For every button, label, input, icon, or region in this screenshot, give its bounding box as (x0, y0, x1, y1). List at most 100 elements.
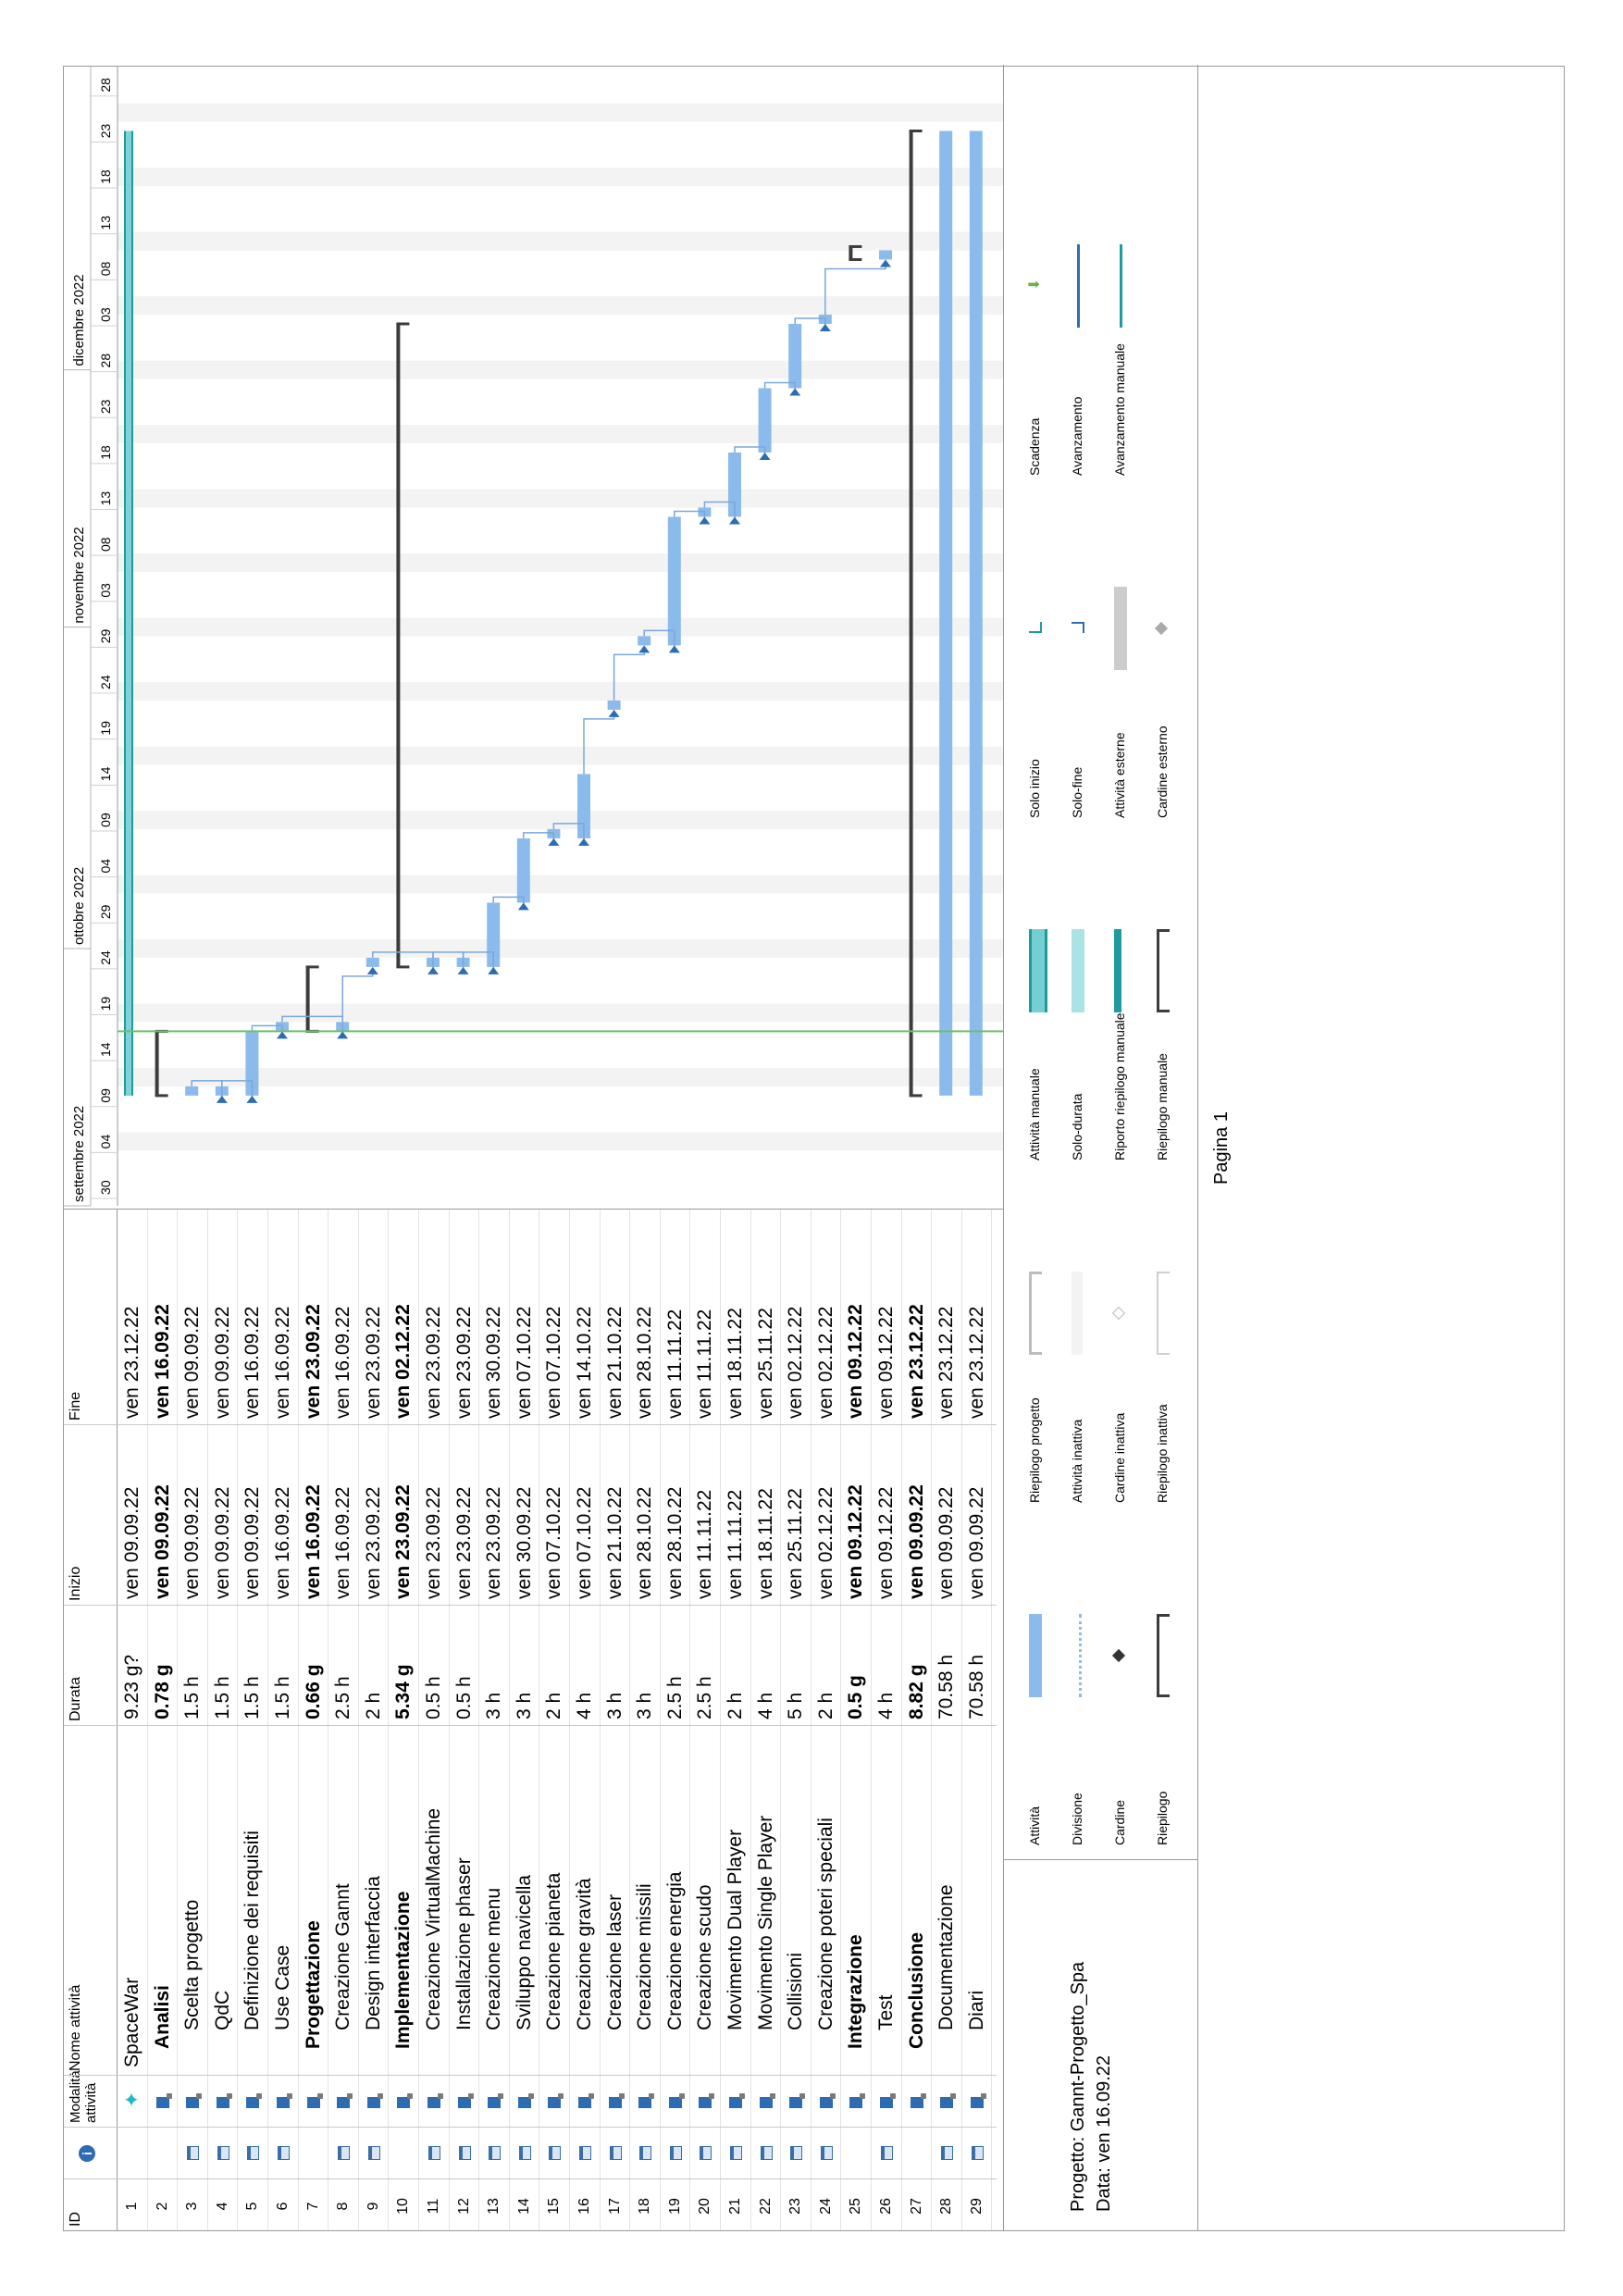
dependency-link (552, 823, 585, 844)
tick-label: 04 (98, 859, 113, 874)
tick-label: 29 (98, 904, 113, 919)
legend-label: Solo-fine (1070, 766, 1084, 818)
legend-split-swatch (1079, 1614, 1082, 1697)
legend-label: Solo inizio (1027, 759, 1042, 818)
legend-finish-only-icon (1072, 622, 1084, 633)
task-bar (667, 516, 681, 646)
dependency-arrow (819, 323, 831, 331)
tick-label: 04 (98, 1135, 113, 1149)
dependency-link (372, 951, 434, 973)
tick-label: 13 (98, 491, 113, 506)
tick-label: 23 (98, 123, 113, 138)
dependency-link (583, 714, 615, 775)
tick-label: 24 (98, 950, 113, 965)
dependency-link (341, 972, 374, 1023)
dependency-link (523, 832, 555, 844)
weekend-shade (118, 553, 1003, 573)
task-bar (939, 130, 953, 1096)
legend-external-task-swatch (1114, 587, 1127, 670)
tick-label: 09 (98, 1088, 113, 1103)
dependency-link (703, 501, 736, 523)
legend-label: Avanzamento manuale (1112, 343, 1127, 476)
weekend-shade (118, 682, 1003, 701)
weekend-shade (118, 1003, 1003, 1023)
dependency-arrow (759, 452, 771, 460)
footer-project: Progetto: Gannt-Progetto_Spa (1068, 1961, 1088, 2212)
legend-label: Cardine inattiva (1112, 1412, 1127, 1503)
task-bar (728, 452, 741, 517)
tick-label: 03 (98, 583, 113, 598)
legend: Attività Divisione Cardine Riepilogo Riepilo… (1003, 65, 1198, 1860)
tick-label: 18 (98, 445, 113, 460)
task-bar (487, 902, 501, 967)
dependency-arrow (488, 966, 500, 974)
dependency-link (221, 1080, 254, 1101)
month-label: dicembre 2022 (71, 274, 87, 366)
tick-label: 09 (98, 813, 113, 827)
tick-label: 08 (98, 537, 113, 552)
dependency-link (613, 651, 645, 701)
legend-progress-swatch (1077, 244, 1080, 328)
dependency-arrow (277, 1031, 288, 1039)
tick-label: 14 (98, 766, 113, 781)
weekend-shade (118, 360, 1003, 379)
legend-label: Scadenza (1027, 417, 1042, 476)
dependency-arrow (427, 966, 439, 974)
weekend-shade (118, 746, 1003, 765)
tick-label: 19 (98, 721, 113, 736)
dependency-arrow (699, 516, 711, 525)
tick-label: 23 (98, 399, 113, 414)
legend-inactive-milestone-icon (1111, 1306, 1126, 1321)
dependency-arrow (668, 645, 680, 653)
legend-manual-task-swatch (1029, 929, 1047, 1012)
dependency-arrow (548, 838, 560, 846)
dependency-link (281, 1015, 343, 1037)
legend-label: Riporto riepilogo manuale (1112, 1012, 1127, 1160)
legend-milestone-icon (1111, 1648, 1126, 1663)
dependency-arrow (337, 1031, 349, 1039)
task-bar (245, 1031, 259, 1096)
weekend-shade (118, 875, 1003, 894)
legend-inactive-task-swatch (1072, 1272, 1083, 1355)
footer: Progetto: Gannt-Progetto_Spa Data: ven 1… (1003, 65, 1566, 2230)
footer-info-box: Progetto: Gannt-Progetto_Spa Data: ven 1… (1003, 1859, 1198, 2230)
dependency-arrow (246, 1095, 258, 1103)
legend-label: Divisione (1070, 1793, 1084, 1845)
tick-label: 03 (98, 307, 113, 322)
legend-label: Solo-durata (1070, 1093, 1084, 1160)
weekend-shade (118, 425, 1003, 444)
dependency-arrow (457, 966, 469, 974)
task-bar (365, 957, 379, 967)
dependency-arrow (789, 388, 801, 396)
legend-label: Riepilogo inattiva (1155, 1404, 1170, 1503)
legend-manual-progress-swatch (1120, 244, 1122, 328)
dependency-link (432, 951, 465, 973)
dependency-link (191, 1080, 223, 1101)
legend-manual-summary-swatch (1157, 929, 1170, 1012)
tick-label: 29 (98, 629, 113, 644)
dependency-link (643, 629, 675, 652)
gantt-frame: ID i Modalità attività Nome attività Dur… (63, 65, 1566, 2231)
legend-manual-rollup-swatch (1114, 929, 1121, 1012)
weekend-shade (118, 168, 1003, 187)
weekend-shade (118, 1068, 1003, 1086)
dependency-arrow (608, 709, 620, 717)
task-bar (607, 700, 621, 710)
legend-label: Attività esterne (1112, 732, 1127, 818)
legend-start-only-icon (1029, 622, 1042, 633)
task-bar (758, 388, 772, 453)
task-bar (577, 774, 590, 838)
dependency-arrow (880, 259, 891, 267)
dependency-arrow (216, 1095, 228, 1103)
tick-label: 08 (98, 261, 113, 276)
weekend-shade (118, 103, 1003, 122)
dependency-link (734, 446, 766, 458)
month-label: ottobre 2022 (71, 867, 87, 945)
tick-label: 30 (98, 1180, 113, 1195)
legend-label: Riepilogo progetto (1027, 1397, 1042, 1503)
legend-task-swatch (1029, 1614, 1042, 1697)
legend-label: Cardine (1112, 1799, 1127, 1845)
dependency-arrow (638, 645, 650, 653)
weekend-shade (118, 231, 1003, 251)
